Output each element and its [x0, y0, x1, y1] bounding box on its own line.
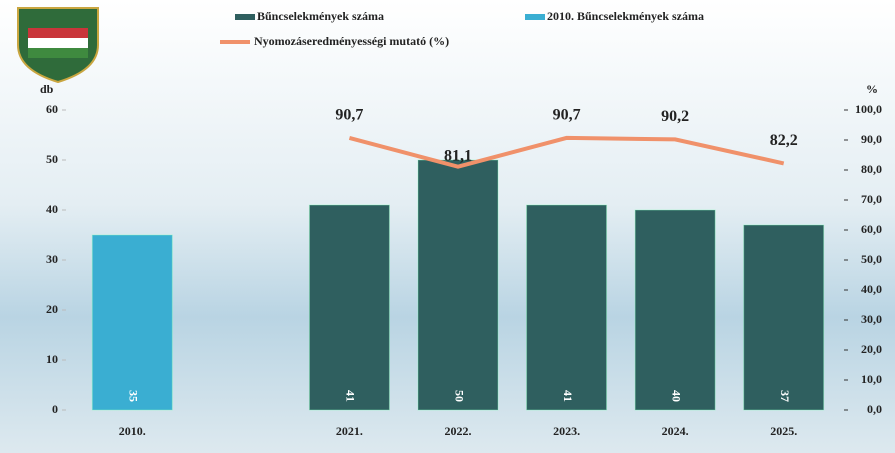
y-tick-label: 40 [46, 202, 58, 216]
y2-tick-label: 10,0 [861, 372, 882, 386]
y2-tick-label: 50,0 [861, 252, 882, 266]
y2-tick-label: 0,0 [867, 402, 882, 416]
chart: db% 0 10 20 30 40 50 60 0,0 10,0 20,0 30,0 40,0 50,0 6… [0, 0, 895, 453]
bar-value-label: 41 [561, 390, 575, 402]
bar [92, 235, 172, 410]
legend-swatch [525, 14, 545, 20]
line-value-label: 81,1 [444, 147, 472, 164]
x-tick-label: 2010. [119, 424, 146, 438]
bar [635, 210, 715, 410]
y2-tick-label: 90,0 [861, 132, 882, 146]
legend-swatch [235, 14, 255, 20]
line-value-label: 90,7 [553, 107, 581, 124]
y-tick-label: 10 [46, 352, 58, 366]
y2-tick-label: 80,0 [861, 162, 882, 176]
line-value-label: 90,7 [335, 107, 363, 124]
x-tick-label: 2021. [336, 424, 363, 438]
bar-value-label: 40 [669, 390, 683, 402]
bar-value-label: 37 [778, 390, 792, 402]
y2-tick-label: 100,0 [855, 102, 882, 116]
legend-label: Bűncselekmények száma [257, 9, 384, 23]
y2-tick-label: 70,0 [861, 192, 882, 206]
y2-tick-label: 60,0 [861, 222, 882, 236]
legend-label: 2010. Bűncselekmények száma [547, 9, 704, 23]
bar-value-label: 41 [344, 390, 358, 402]
x-tick-label: 2025. [770, 424, 797, 438]
y2-axis-label: % [866, 82, 878, 96]
y-tick-label: 30 [46, 252, 58, 266]
line-value-label: 90,2 [661, 108, 689, 125]
x-tick-label: 2022. [445, 424, 472, 438]
y2-tick-label: 30,0 [861, 312, 882, 326]
y-tick-label: 0 [52, 402, 58, 416]
x-tick-label: 2024. [662, 424, 689, 438]
y-tick-label: 20 [46, 302, 58, 316]
y2-tick-label: 40,0 [861, 282, 882, 296]
bar-value-label: 35 [127, 390, 141, 402]
y2-tick-label: 20,0 [861, 342, 882, 356]
y-tick-label: 50 [46, 152, 58, 166]
bar [309, 205, 389, 410]
bar [744, 225, 824, 410]
y-axis-label: db [40, 82, 54, 96]
line-value-label: 82,2 [770, 132, 798, 149]
bar [418, 160, 498, 410]
bar [527, 205, 607, 410]
x-tick-label: 2023. [553, 424, 580, 438]
legend-label: Nyomozáseredményességi mutató (%) [254, 34, 449, 48]
bar-value-label: 50 [452, 390, 466, 402]
y-tick-label: 60 [46, 102, 58, 116]
